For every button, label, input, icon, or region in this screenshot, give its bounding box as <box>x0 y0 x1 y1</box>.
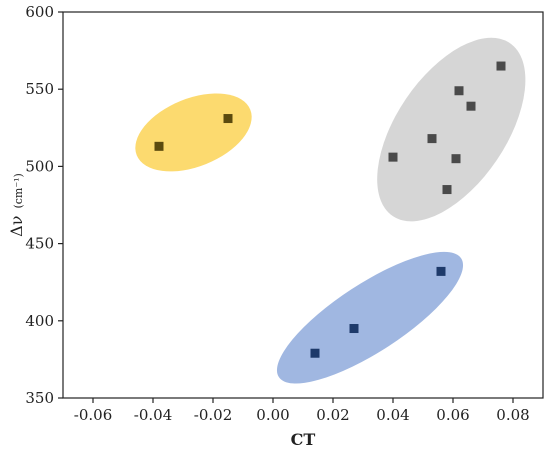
data-point <box>310 348 320 358</box>
y-tick-label: 550 <box>25 80 54 98</box>
data-point <box>388 152 398 162</box>
x-tick-label: 0.04 <box>376 406 409 424</box>
y-tick-label: 400 <box>25 312 54 330</box>
y-tick-label: 600 <box>25 3 54 21</box>
x-tick-label: -0.06 <box>74 406 112 424</box>
x-tick-label: 0.02 <box>316 406 349 424</box>
data-point <box>451 154 461 164</box>
x-axis-title: CT <box>291 430 316 449</box>
data-points <box>154 61 506 358</box>
plot-area-frame <box>62 11 544 399</box>
data-point <box>154 141 164 151</box>
y-tick-label: 350 <box>25 389 54 407</box>
y-tick-label: 450 <box>25 235 54 253</box>
data-point <box>223 114 233 124</box>
x-tick-label: 0.00 <box>256 406 289 424</box>
cluster-ellipses <box>135 37 526 384</box>
data-point <box>496 61 506 71</box>
y-tick-label: 500 <box>25 157 54 175</box>
data-point <box>454 86 464 96</box>
x-tick-label: -0.04 <box>134 406 172 424</box>
data-point <box>427 134 437 144</box>
y-axis-title-unit: (cm⁻¹) <box>12 173 25 208</box>
y-axis-title: Δν (cm⁻¹) <box>7 173 26 237</box>
y-axis-title-main: Δν <box>7 216 26 237</box>
cluster-ellipse <box>377 37 526 222</box>
axis-ticks: -0.06 -0.04 -0.02 0.00 0.02 0.04 0.06 0.08 350 40… <box>25 3 529 424</box>
x-tick-label: -0.02 <box>194 406 232 424</box>
svg-text:Δν (cm⁻¹): Δν (cm⁻¹) <box>7 173 26 237</box>
data-point <box>349 324 359 334</box>
cluster-ellipse <box>276 251 464 384</box>
x-tick-label: 0.08 <box>496 406 529 424</box>
cluster-ellipse <box>135 93 252 172</box>
data-point <box>436 266 446 276</box>
data-point <box>442 185 452 195</box>
data-point <box>466 101 476 111</box>
x-tick-label: 0.06 <box>436 406 469 424</box>
